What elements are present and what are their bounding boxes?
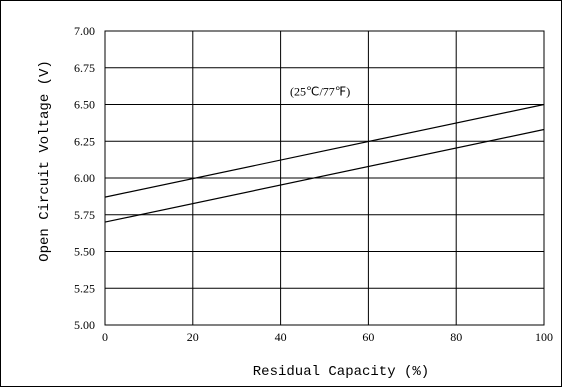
x-tick-label-2: 40 <box>275 330 287 344</box>
y-axis-title: Open Circuit Voltage (V) <box>37 60 53 262</box>
x-tick-label-1: 20 <box>187 330 199 344</box>
y-tick-label-1: 5.25 <box>74 281 95 295</box>
x-tick-labels: 0 20 40 60 80 100 <box>102 330 553 344</box>
y-tick-label-3: 5.75 <box>74 208 95 222</box>
y-tick-label-4: 6.00 <box>74 171 95 185</box>
y-tick-label-8: 7.00 <box>74 24 95 38</box>
x-tick-label-4: 80 <box>450 330 462 344</box>
lower-voltage-line <box>104 128 545 223</box>
x-tick-label-5: 100 <box>535 330 553 344</box>
y-tick-label-7: 6.75 <box>74 61 95 75</box>
annotation-label: (25℃/77℉) <box>290 85 350 99</box>
y-tick-label-0: 5.00 <box>74 318 95 332</box>
upper-voltage-line <box>104 103 545 198</box>
x-axis-title: Residual Capacity (%) <box>253 364 429 380</box>
y-tick-labels: 5.00 5.25 5.50 5.75 6.00 6.25 6.50 6.75 7.00 <box>74 24 95 332</box>
plot-border <box>104 30 545 326</box>
grid <box>104 30 545 326</box>
x-tick-label-3: 60 <box>362 330 374 344</box>
y-tick-label-5: 6.25 <box>74 134 95 148</box>
series-group <box>104 103 545 223</box>
y-tick-label-2: 5.50 <box>74 245 95 259</box>
y-tick-label-6: 6.50 <box>74 98 95 112</box>
x-tick-label-0: 0 <box>102 330 108 344</box>
